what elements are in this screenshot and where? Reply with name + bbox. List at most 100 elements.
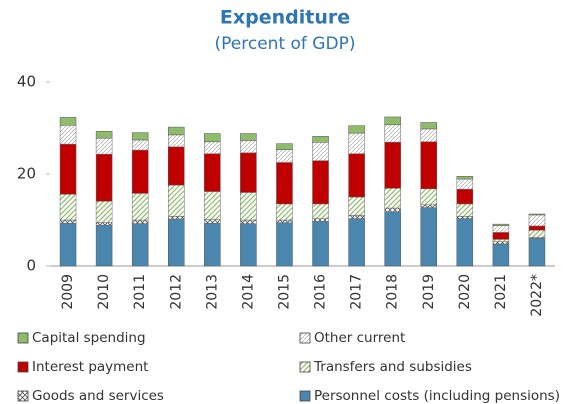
x-tick-label: 2016 <box>313 274 329 310</box>
bar-segment <box>59 193 77 221</box>
bar-segment <box>492 243 510 267</box>
x-tick-label: 2021 <box>493 274 509 310</box>
bar-segment <box>348 153 365 198</box>
bar-segment <box>131 139 149 151</box>
bar-segment <box>276 143 293 150</box>
bar-segment <box>456 188 474 205</box>
bar-segment <box>528 214 546 227</box>
legend-swatch <box>299 332 311 344</box>
bar-segment <box>168 126 185 136</box>
legend-label: Other current <box>314 330 405 346</box>
x-tick-label: 2018 <box>385 274 401 310</box>
bar-segment <box>348 218 365 267</box>
bar-segment <box>240 140 257 154</box>
x-tick-label: 2019 <box>421 274 437 310</box>
bar-segment <box>312 136 329 143</box>
bar-segment <box>168 146 185 186</box>
bar-segment <box>168 218 185 267</box>
bar-segment <box>384 124 401 143</box>
x-tick-label: 2015 <box>276 274 292 310</box>
bar-segment <box>456 203 474 217</box>
y-tick-label: 0 <box>26 257 36 275</box>
legend-label: Personnel costs (including pensions) <box>314 388 560 404</box>
bar-segment <box>59 222 77 267</box>
bar-segment <box>59 124 77 145</box>
x-tick-label: 2017 <box>349 274 365 310</box>
bar-segment <box>276 203 293 221</box>
bar-segment <box>276 162 293 205</box>
bar-segment <box>131 193 149 221</box>
bar-segment <box>312 218 329 222</box>
bar-segment <box>384 207 401 212</box>
bar-segment <box>240 223 257 267</box>
bar-segment <box>240 133 257 141</box>
x-tick-label: 2013 <box>204 274 220 310</box>
bar-segment <box>204 191 221 220</box>
legend-label: Goods and services <box>32 388 164 404</box>
bar-segment <box>204 153 221 192</box>
bar-segment <box>528 225 546 231</box>
legend-swatch <box>299 390 311 402</box>
bar-segment <box>95 137 113 155</box>
bar-segment <box>276 149 293 163</box>
bar-segment <box>204 141 221 155</box>
bar-segment <box>240 219 257 224</box>
bar-segment <box>420 141 437 189</box>
bar-segment <box>312 160 329 205</box>
bar-segment <box>131 149 149 194</box>
legend-label: Transfers and subsidies <box>313 359 472 375</box>
bar-segment <box>492 225 510 233</box>
legend-swatch <box>17 361 29 373</box>
bar-segment <box>312 142 329 161</box>
bar-segment <box>95 224 113 267</box>
bar-segment <box>59 143 77 195</box>
bar-segment <box>348 215 365 219</box>
x-tick-label: 2010 <box>96 274 112 310</box>
bar-segment <box>131 223 149 267</box>
legend-swatch <box>299 361 311 373</box>
x-tick-label: 2009 <box>60 274 76 310</box>
bar-segment <box>168 184 185 217</box>
x-tick-label: 2020 <box>457 274 473 310</box>
legend-swatch <box>17 390 29 402</box>
bar-segment <box>312 221 329 267</box>
bar-segment <box>240 192 257 221</box>
bar-segment <box>456 178 474 190</box>
bar-segment <box>492 241 510 245</box>
bar-segment <box>420 188 437 206</box>
y-tick-label: 40 <box>17 73 36 91</box>
chart-subtitle: (Percent of GDP) <box>215 34 356 54</box>
legend-label: Interest payment <box>32 359 148 375</box>
bar-segment <box>528 229 546 238</box>
bar-segment <box>420 207 437 267</box>
bar-segment <box>384 116 401 126</box>
bar-segment <box>420 128 437 143</box>
bar-segment <box>95 153 113 202</box>
bar-segment <box>348 125 365 134</box>
x-tick-label: 2011 <box>132 274 148 310</box>
legend-label: Capital spending <box>32 330 146 346</box>
bar-segment <box>492 239 510 242</box>
bar-segment <box>131 219 149 224</box>
x-tick-label: 2022* <box>529 274 545 317</box>
x-tick-label: 2012 <box>168 274 184 310</box>
bar-segment <box>168 216 185 220</box>
bar-segment <box>276 219 293 224</box>
bar-segment <box>420 122 437 130</box>
bar-segment <box>420 204 437 208</box>
bar-segment <box>168 134 185 148</box>
bar-segment <box>95 222 113 226</box>
bar-segment <box>95 130 113 139</box>
bar-segment <box>384 188 401 209</box>
legend-swatch <box>17 332 29 344</box>
bar-segment <box>204 222 221 267</box>
bar-segment <box>492 223 510 226</box>
bar-segment <box>59 219 77 224</box>
bar-segment <box>312 203 329 219</box>
bar-segment <box>528 238 546 267</box>
bar-segment <box>59 117 77 126</box>
bar-segment <box>276 222 293 267</box>
chart-title: Expenditure <box>220 7 350 29</box>
bar-segment <box>528 213 546 216</box>
